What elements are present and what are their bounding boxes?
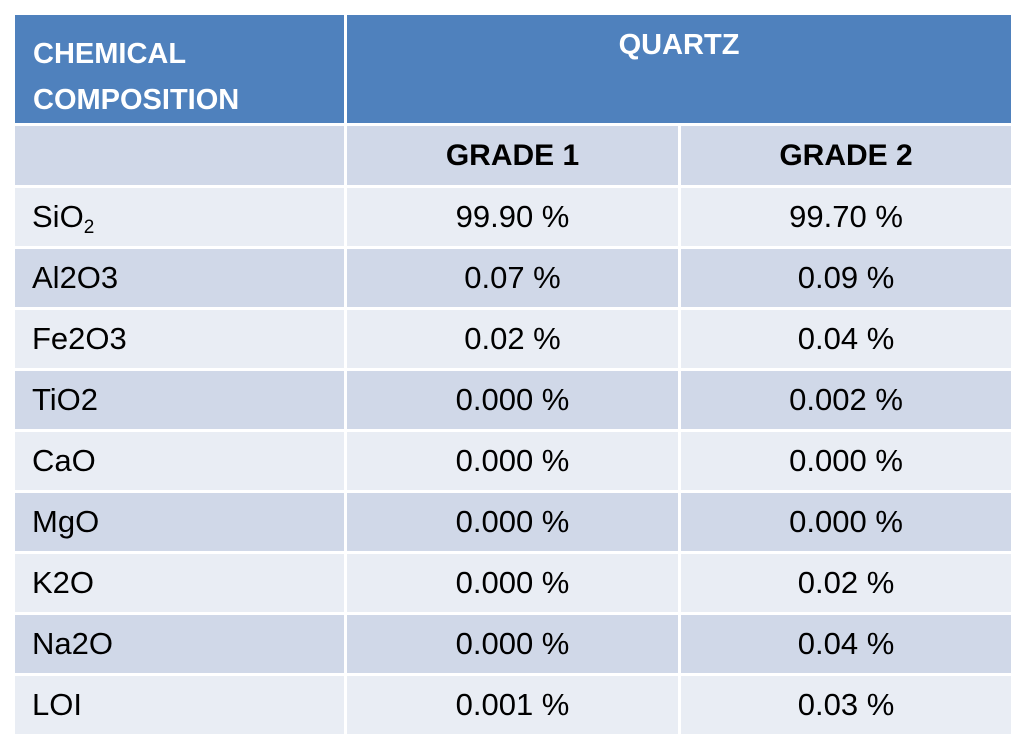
grade-2-header: GRADE 2 [677,123,1015,188]
table-row: TiO2 0.000 % 0.002 % [12,368,1015,432]
chemical-composition-table: CHEMICAL COMPOSITION QUARTZ GRADE 1 GRADE… [12,12,1015,737]
grade-2-value: 0.000 % [677,490,1015,554]
table-row: LOI 0.001 % 0.03 % [12,673,1015,737]
header-row: CHEMICAL COMPOSITION QUARTZ [12,12,1015,126]
compound-label: TiO2 [12,368,347,432]
compound-formula: MgO [32,504,100,539]
grade-row: GRADE 1 GRADE 2 [12,123,1015,188]
table-row: K2O 0.000 % 0.02 % [12,551,1015,615]
compound-formula: LOI [32,687,82,722]
grade-2-value: 0.02 % [677,551,1015,615]
grade-1-value: 0.001 % [344,673,681,737]
grade-1-value: 0.000 % [344,551,681,615]
compound-formula: SiO [32,199,84,234]
grade-1-value: 0.07 % [344,246,681,310]
header-quartz: QUARTZ [343,12,1015,126]
grade-2-value: 0.000 % [677,429,1015,493]
header-line-1: CHEMICAL [33,38,187,70]
table-row: CaO 0.000 % 0.000 % [12,429,1015,493]
compound-formula: TiO2 [32,382,99,417]
grade-2-value: 0.002 % [677,368,1015,432]
grade-1-value: 99.90 % [344,185,681,249]
grade-1-header: GRADE 1 [344,123,681,188]
compound-label: CaO [12,429,347,493]
compound-formula: CaO [32,443,96,478]
grade-1-value: 0.000 % [344,368,681,432]
compound-formula: K2O [32,565,95,600]
compound-label: SiO2 [12,185,347,249]
data-rows: SiO2 99.90 % 99.70 % Al2O3 0.07 % 0.09 % Fe2O3… [12,185,1015,737]
table-row: SiO2 99.90 % 99.70 % [12,185,1015,249]
table-row: Al2O3 0.07 % 0.09 % [12,246,1015,310]
compound-label: LOI [12,673,347,737]
compound-label: Na2O [12,612,347,676]
grade-1-value: 0.000 % [344,490,681,554]
grade-empty-cell [12,123,347,188]
header-line-2: COMPOSITION [33,84,240,116]
compound-label: MgO [12,490,347,554]
table-row: Fe2O3 0.02 % 0.04 % [12,307,1015,371]
header-chemical-composition: CHEMICAL COMPOSITION [12,12,347,126]
grade-1-value: 0.000 % [344,612,681,676]
grade-2-value: 0.04 % [677,307,1015,371]
compound-formula: Na2O [32,626,113,661]
table-row: Na2O 0.000 % 0.04 % [12,612,1015,676]
formula-subscript: 2 [83,217,95,238]
grade-2-value: 0.09 % [677,246,1015,310]
compound-formula: Al2O3 [32,260,119,295]
table-row: MgO 0.000 % 0.000 % [12,490,1015,554]
grade-1-value: 0.000 % [344,429,681,493]
grade-2-value: 0.04 % [677,612,1015,676]
compound-formula: Fe2O3 [32,321,127,356]
compound-label: K2O [12,551,347,615]
compound-label: Al2O3 [12,246,347,310]
grade-2-value: 99.70 % [677,185,1015,249]
grade-1-value: 0.02 % [344,307,681,371]
grade-2-value: 0.03 % [677,673,1015,737]
compound-label: Fe2O3 [12,307,347,371]
